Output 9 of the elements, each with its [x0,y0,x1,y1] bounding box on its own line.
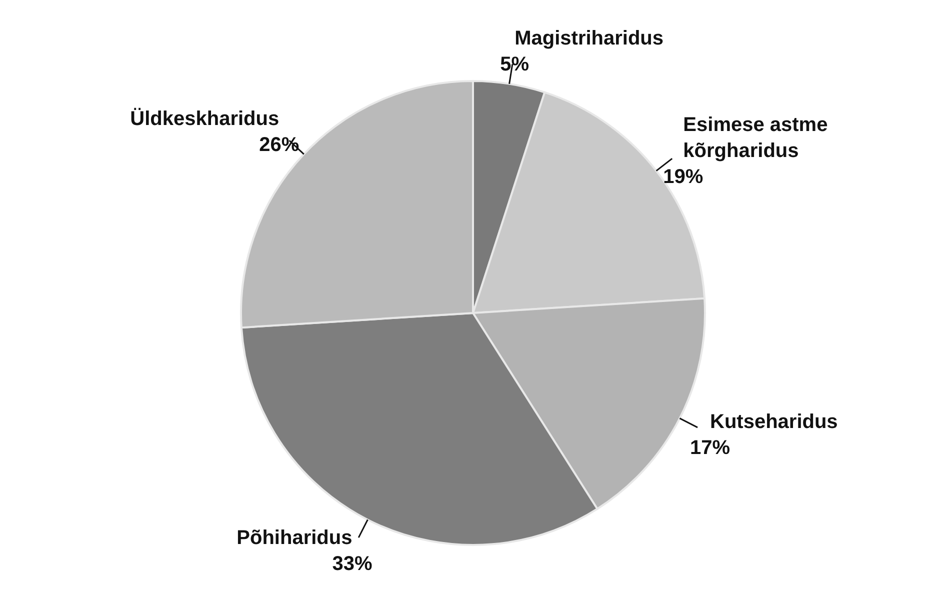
slice-label: Magistriharidus [514,27,664,50]
slice-label: Kutseharidus [710,410,838,433]
data-label: 19% [663,166,704,188]
slice-label: Üldkeskharidus [130,106,280,130]
data-label: 33% [332,553,372,576]
data-label: 17% [690,436,730,459]
data-label: 5% [500,53,530,76]
slice-label: Esimese astme kõrgharidus [683,114,828,162]
slice-label: Põhiharidus [236,527,352,550]
